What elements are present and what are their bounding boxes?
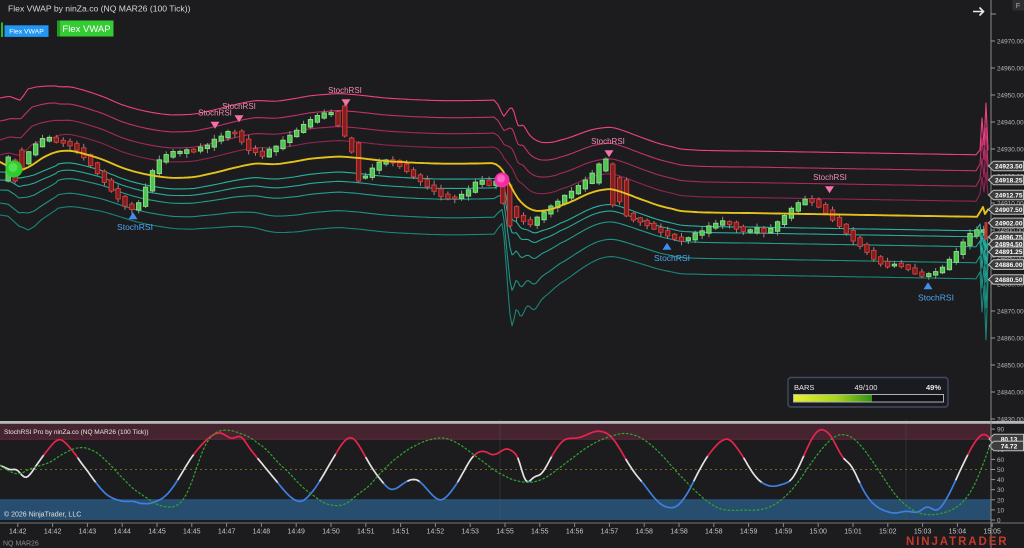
svg-text:14:59: 14:59 [740, 529, 758, 536]
svg-text:14:47: 14:47 [218, 529, 236, 536]
svg-text:14:58: 14:58 [670, 529, 688, 536]
svg-text:StochRSI: StochRSI [198, 109, 232, 118]
svg-text:14:51: 14:51 [357, 529, 375, 536]
svg-text:24850.00: 24850.00 [997, 363, 1024, 370]
svg-text:15:05: 15:05 [983, 529, 1001, 536]
svg-text:14:58: 14:58 [635, 529, 653, 536]
svg-text:10: 10 [997, 507, 1005, 514]
svg-text:BARS: BARS [794, 383, 814, 392]
svg-text:14:42: 14:42 [9, 529, 27, 536]
svg-text:NINJATRADER: NINJATRADER [906, 536, 1008, 548]
svg-text:14:53: 14:53 [461, 529, 479, 536]
svg-text:14:52: 14:52 [427, 529, 445, 536]
svg-text:14:55: 14:55 [496, 529, 514, 536]
svg-text:24940.00: 24940.00 [997, 120, 1024, 127]
svg-text:14:45: 14:45 [183, 529, 201, 536]
svg-text:14:50: 14:50 [322, 529, 340, 536]
svg-text:StochRSI: StochRSI [813, 173, 847, 182]
svg-text:14:48: 14:48 [253, 529, 271, 536]
svg-text:NQ MAR26: NQ MAR26 [3, 541, 39, 548]
svg-text:24910.00: 24910.00 [997, 201, 1024, 208]
svg-text:24912.75: 24912.75 [995, 192, 1023, 199]
svg-text:Flex VWAP by ninZa.co (NQ MAR2: Flex VWAP by ninZa.co (NQ MAR26 (100 Tic… [8, 4, 191, 14]
svg-text:15:01: 15:01 [844, 529, 862, 536]
svg-text:14:55: 14:55 [531, 529, 549, 536]
svg-text:StochRSI Pro by ninZa.co (NQ M: StochRSI Pro by ninZa.co (NQ MAR26 (100 … [4, 429, 149, 436]
svg-text:24930.00: 24930.00 [997, 147, 1024, 154]
svg-text:24860.00: 24860.00 [997, 336, 1024, 343]
svg-text:14:49: 14:49 [287, 529, 305, 536]
svg-text:StochRSI: StochRSI [117, 222, 153, 232]
svg-text:24890.00: 24890.00 [997, 255, 1024, 262]
svg-text:20: 20 [997, 497, 1005, 504]
svg-text:F: F [1016, 1, 1021, 10]
svg-text:StochRSI: StochRSI [222, 102, 256, 111]
svg-text:Flex VWAP: Flex VWAP [9, 29, 44, 36]
svg-text:24894.50: 24894.50 [995, 241, 1023, 248]
svg-text:14:58: 14:58 [705, 529, 723, 536]
svg-text:50: 50 [997, 467, 1005, 474]
svg-text:15:02: 15:02 [879, 529, 897, 536]
svg-text:14:57: 14:57 [601, 529, 619, 536]
svg-text:30: 30 [997, 487, 1005, 494]
svg-text:14:56: 14:56 [566, 529, 584, 536]
svg-text:24960.00: 24960.00 [997, 66, 1024, 73]
svg-text:Flex VWAP: Flex VWAP [62, 24, 110, 35]
svg-text:24900.00: 24900.00 [997, 228, 1024, 235]
svg-text:14:51: 14:51 [392, 529, 410, 536]
svg-text:24880.00: 24880.00 [997, 282, 1024, 289]
svg-text:15:04: 15:04 [949, 529, 967, 536]
svg-text:49/100: 49/100 [855, 383, 878, 392]
svg-text:15:03: 15:03 [914, 529, 932, 536]
svg-text:60: 60 [997, 457, 1005, 464]
svg-text:24923.50: 24923.50 [995, 163, 1023, 170]
svg-text:24840.00: 24840.00 [997, 390, 1024, 397]
svg-text:14:45: 14:45 [148, 529, 166, 536]
svg-text:90: 90 [997, 427, 1005, 434]
svg-text:14:44: 14:44 [113, 529, 131, 536]
svg-text:24896.75: 24896.75 [995, 234, 1023, 241]
svg-text:24830.00: 24830.00 [997, 417, 1024, 424]
svg-text:74.72: 74.72 [1001, 443, 1018, 450]
svg-text:49%: 49% [926, 383, 941, 392]
svg-text:80.13: 80.13 [1001, 437, 1018, 444]
svg-text:24907.50: 24907.50 [995, 207, 1023, 214]
svg-text:24918.25: 24918.25 [995, 177, 1023, 184]
svg-text:StochRSI: StochRSI [591, 137, 625, 146]
svg-text:24970.00: 24970.00 [997, 39, 1024, 46]
svg-text:24891.25: 24891.25 [995, 249, 1023, 256]
svg-text:14:43: 14:43 [79, 529, 97, 536]
svg-text:24902.00: 24902.00 [995, 220, 1023, 227]
svg-text:24870.00: 24870.00 [997, 309, 1024, 316]
svg-text:StochRSI: StochRSI [328, 86, 362, 95]
svg-text:24886.00: 24886.00 [995, 262, 1023, 269]
svg-text:14:59: 14:59 [775, 529, 793, 536]
svg-text:StochRSI: StochRSI [918, 293, 954, 303]
svg-text:40: 40 [997, 477, 1005, 484]
svg-text:0: 0 [997, 518, 1001, 525]
svg-text:14:42: 14:42 [44, 529, 62, 536]
svg-text:24950.00: 24950.00 [997, 93, 1024, 100]
svg-text:24880.50: 24880.50 [995, 277, 1023, 284]
svg-text:© 2026 NinjaTrader, LLC: © 2026 NinjaTrader, LLC [4, 511, 81, 519]
svg-text:15:00: 15:00 [809, 529, 827, 536]
svg-text:StochRSI: StochRSI [654, 253, 690, 263]
